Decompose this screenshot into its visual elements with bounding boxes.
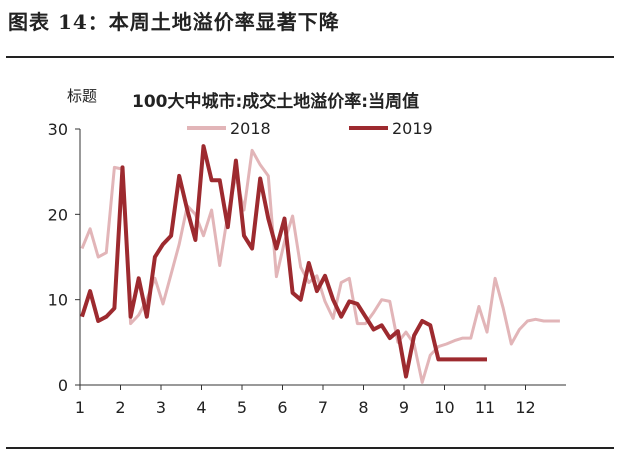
- legend-label-2018: 2018: [230, 119, 271, 138]
- x-tick-label: 5: [237, 398, 247, 417]
- x-tick-label: 12: [515, 398, 535, 417]
- x-tick-label: 7: [318, 398, 328, 417]
- y-tick-label: 30: [48, 120, 68, 139]
- x-tick-label: 9: [399, 398, 409, 417]
- legend-label-2019: 2019: [392, 119, 433, 138]
- x-tick-label: 3: [156, 398, 166, 417]
- x-tick-label: 6: [277, 398, 287, 417]
- bottom-rule: [6, 447, 614, 449]
- chart-title: 100大中城市:成交土地溢价率:当周值: [132, 91, 419, 112]
- figure-title: 图表 14：本周土地溢价率显著下降: [8, 10, 340, 34]
- legend: 2018 2019: [187, 119, 433, 138]
- top-rule: [6, 56, 614, 58]
- y-tick-label: 0: [58, 376, 68, 395]
- y-axis-label: 标题: [67, 87, 97, 105]
- series-line-2018: [80, 148, 560, 384]
- x-tick-label: 2: [115, 398, 125, 417]
- y-tick-label: 20: [48, 205, 68, 224]
- x-tick-label: 4: [196, 398, 206, 417]
- series-line-2019: [80, 144, 487, 379]
- x-tick-label: 8: [358, 398, 368, 417]
- series-layer: [80, 144, 560, 384]
- x-tick-label: 1: [75, 398, 85, 417]
- y-tick-label: 10: [48, 291, 68, 310]
- x-tick-label: 11: [475, 398, 495, 417]
- x-tick-label: 10: [434, 398, 454, 417]
